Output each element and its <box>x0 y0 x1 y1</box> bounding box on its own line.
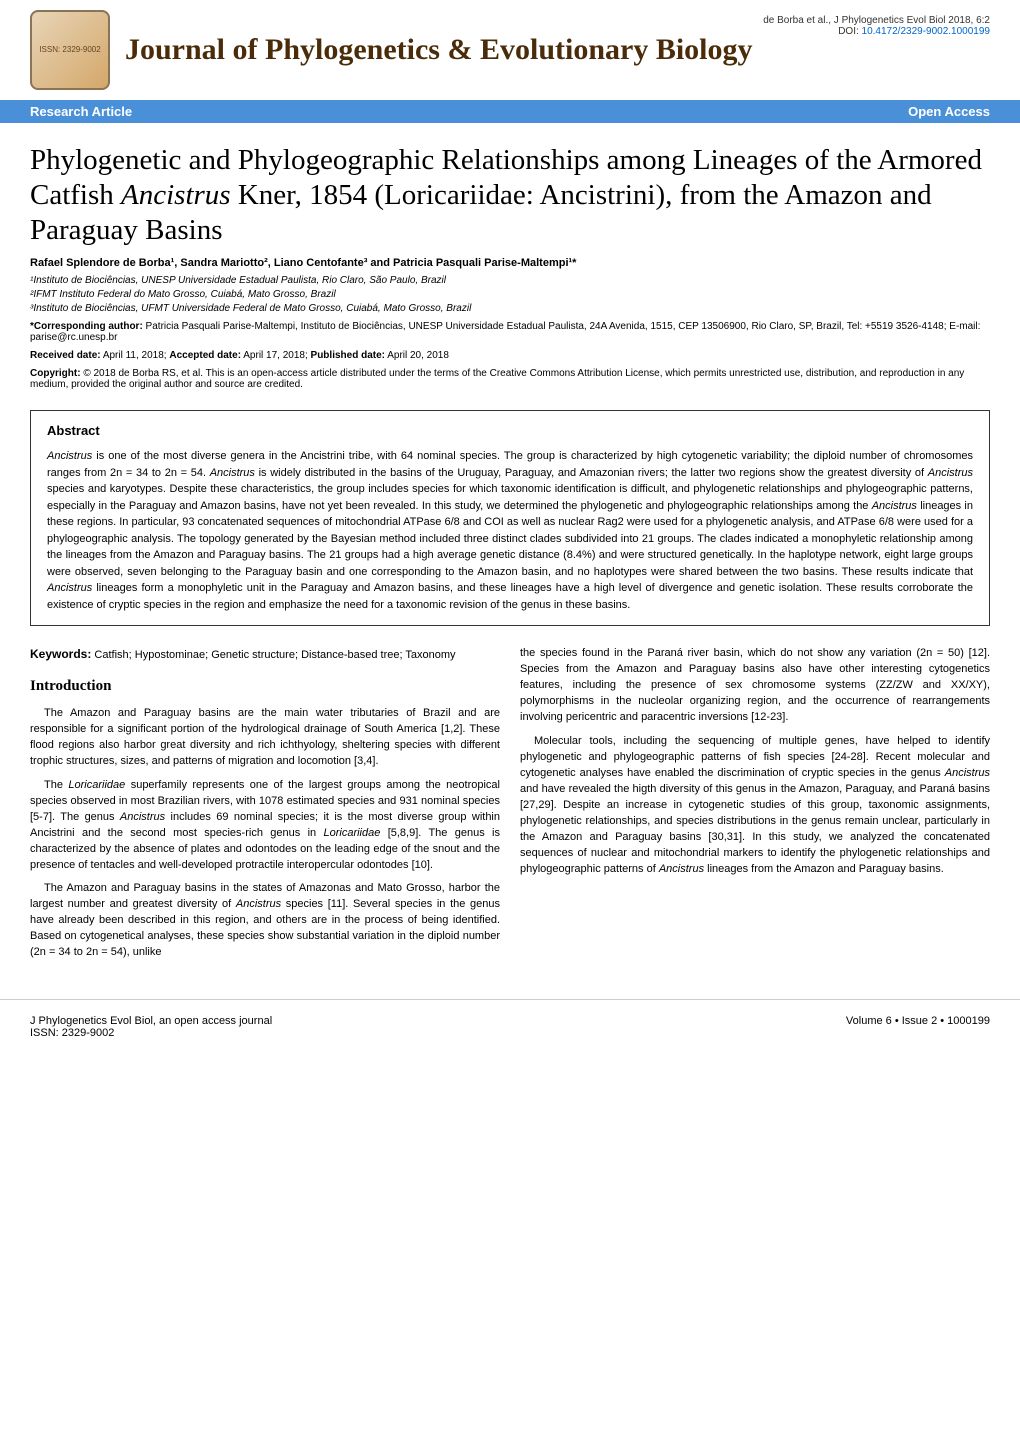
keywords-text: Catfish; Hypostominae; Genetic structure… <box>94 649 455 661</box>
authors-line: Rafael Splendore de Borba¹, Sandra Mario… <box>0 257 1020 275</box>
copyright-notice: Copyright: © 2018 de Borba RS, et al. Th… <box>0 364 1020 400</box>
abstract-heading: Abstract <box>47 423 973 438</box>
doi-label: DOI: <box>838 26 859 37</box>
doi-line: DOI: 10.4172/2329-9002.1000199 <box>763 26 990 37</box>
abstract-box: Abstract Ancistrus is one of the most di… <box>30 410 990 626</box>
article-dates: Received date: April 11, 2018; Accepted … <box>0 346 1020 364</box>
intro-para-2: The Loricariidae superfamily represents … <box>30 778 500 874</box>
affiliation-3: ³Instituto de Biociências, UFMT Universi… <box>0 303 1020 317</box>
intro-para-3: The Amazon and Paraguay basins in the st… <box>30 881 500 961</box>
intro-para-5: Molecular tools, including the sequencin… <box>520 734 990 877</box>
article-type-label: Research Article <box>30 104 132 119</box>
keywords-label: Keywords: <box>30 647 91 661</box>
journal-name: Journal of Phylogenetics & Evolutionary … <box>125 32 753 68</box>
citation-box: de Borba et al., J Phylogenetics Evol Bi… <box>763 15 990 37</box>
footer-journal-name: J Phylogenetics Evol Biol, an open acces… <box>30 1015 272 1027</box>
article-title: Phylogenetic and Phylogeographic Relatio… <box>0 123 1020 257</box>
open-access-label: Open Access <box>908 104 990 119</box>
footer-right: Volume 6 • Issue 2 • 1000199 <box>846 1015 990 1039</box>
footer-issn: ISSN: 2329-9002 <box>30 1027 272 1039</box>
abstract-text: Ancistrus is one of the most diverse gen… <box>47 448 973 613</box>
right-column: the species found in the Paraná river ba… <box>520 646 990 969</box>
corresponding-author: *Corresponding author: Patricia Pasquali… <box>0 317 1020 346</box>
affiliation-1: ¹Instituto de Biociências, UNESP Univers… <box>0 275 1020 289</box>
header: ISSN: 2329-9002 Journal of Phylogenetics… <box>0 0 1020 100</box>
doi-link[interactable]: 10.4172/2329-9002.1000199 <box>862 26 990 37</box>
footer-left: J Phylogenetics Evol Biol, an open acces… <box>30 1015 272 1039</box>
intro-para-4: the species found in the Paraná river ba… <box>520 646 990 726</box>
keywords-line: Keywords: Catfish; Hypostominae; Genetic… <box>30 646 500 664</box>
affiliation-2: ²IFMT Instituto Federal do Mato Grosso, … <box>0 289 1020 303</box>
citation-line: de Borba et al., J Phylogenetics Evol Bi… <box>763 15 990 26</box>
section-bar: Research Article Open Access <box>0 100 1020 123</box>
left-column: Keywords: Catfish; Hypostominae; Genetic… <box>30 646 500 969</box>
journal-logo: ISSN: 2329-9002 <box>30 10 110 90</box>
intro-para-1: The Amazon and Paraguay basins are the m… <box>30 706 500 770</box>
logo-text: ISSN: 2329-9002 <box>39 46 100 55</box>
introduction-heading: Introduction <box>30 676 500 698</box>
page-footer: J Phylogenetics Evol Biol, an open acces… <box>0 999 1020 1054</box>
body-columns: Keywords: Catfish; Hypostominae; Genetic… <box>0 636 1020 979</box>
